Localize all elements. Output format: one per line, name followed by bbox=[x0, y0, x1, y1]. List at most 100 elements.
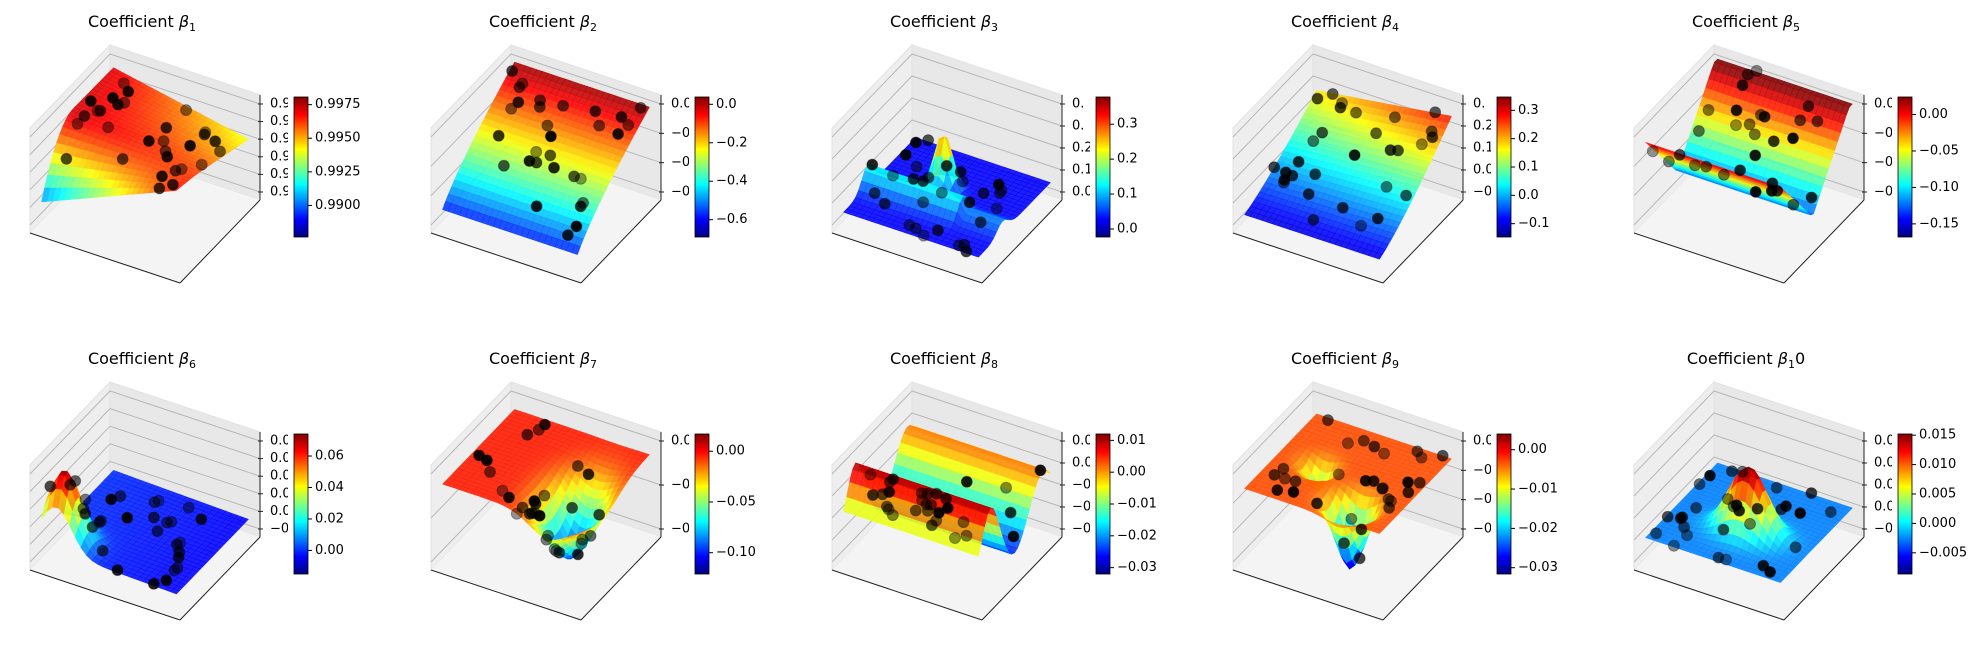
scatter-point bbox=[513, 81, 526, 94]
scatter-point bbox=[1400, 189, 1413, 202]
scatter-point bbox=[122, 85, 135, 98]
colorbar-tick-label: 0.0 bbox=[716, 97, 737, 112]
scatter-point bbox=[1392, 144, 1404, 157]
colorbar-gradient bbox=[694, 433, 710, 575]
colorbar-tick-label: 0.2 bbox=[1117, 152, 1138, 167]
scatter-point bbox=[571, 460, 584, 472]
colorbar-tick-label: 0.2 bbox=[1518, 131, 1539, 146]
colorbar-gradient bbox=[1095, 96, 1111, 238]
scatter-point bbox=[1309, 168, 1322, 181]
scatter-point bbox=[622, 119, 635, 131]
scatter-point bbox=[533, 101, 546, 113]
scatter-point bbox=[153, 182, 166, 195]
scatter-point bbox=[121, 511, 134, 524]
z-gridline bbox=[29, 53, 261, 138]
subplot-6: Coefficient β60.00.00.00.00.0−0.00.000.0… bbox=[29, 349, 344, 621]
z-tick-label: 0.0 bbox=[1874, 97, 1895, 112]
scatter-point bbox=[1302, 188, 1315, 201]
scatter-point bbox=[521, 428, 534, 441]
subplot-4: Coefficient β40.0.20.10.0−0.−0.10.00.10.… bbox=[1232, 12, 1550, 284]
colorbar-tick-label: −0.2 bbox=[716, 135, 748, 150]
colorbar-gradient bbox=[1496, 96, 1512, 238]
z-tick-label: 0. bbox=[1072, 119, 1084, 134]
scatter-point bbox=[1749, 185, 1762, 198]
scatter-point bbox=[530, 200, 543, 213]
z-tick-label: −0. bbox=[671, 126, 694, 141]
x-axis-line bbox=[29, 232, 181, 284]
colorbar-tick-label: 0.9900 bbox=[315, 198, 361, 213]
scatter-point bbox=[1766, 177, 1779, 190]
z-gridline bbox=[831, 97, 1063, 182]
z-tick-label: 0.1 bbox=[1473, 141, 1494, 156]
scatter-point bbox=[1307, 135, 1320, 148]
scatter-point bbox=[548, 543, 561, 556]
scatter-point bbox=[1805, 191, 1818, 204]
scatter-points bbox=[492, 65, 647, 242]
scatter-point bbox=[1811, 115, 1824, 128]
title-text: Coefficient bbox=[1291, 12, 1382, 31]
scatter-point bbox=[1348, 149, 1361, 162]
scatter-point bbox=[480, 454, 493, 467]
scatter-point bbox=[576, 533, 589, 546]
scatter-point bbox=[484, 466, 496, 478]
scatter-point bbox=[1730, 104, 1743, 117]
colorbar-tick-label: 0.0 bbox=[1117, 221, 1138, 236]
scatter-point bbox=[615, 111, 628, 123]
scatter-point bbox=[1307, 213, 1320, 226]
scatter-point bbox=[503, 491, 515, 504]
z-tick-label: 0.0 bbox=[671, 97, 692, 112]
scatter-point bbox=[963, 196, 976, 209]
scatter-point bbox=[1380, 180, 1393, 193]
scatter-point bbox=[195, 513, 208, 526]
scatter-point bbox=[86, 521, 99, 533]
scatter-point bbox=[956, 175, 969, 188]
scatter-point bbox=[544, 149, 557, 162]
scatter-point bbox=[77, 502, 90, 515]
z-tick-label: 0.1 bbox=[1072, 163, 1093, 178]
colorbar-gradient bbox=[1897, 96, 1913, 238]
scatter-point bbox=[917, 196, 930, 209]
title-symbol: β bbox=[579, 12, 590, 31]
scatter-point bbox=[172, 551, 185, 564]
z-tick-label: −0. bbox=[671, 185, 694, 200]
subplot-5: Coefficient β50.0−0.−0.1−0.1−0.15−0.10−0… bbox=[1633, 12, 1959, 284]
scatter-point bbox=[571, 548, 584, 561]
colorbar-tick-label: 0.02 bbox=[315, 511, 344, 526]
scatter-point bbox=[506, 65, 519, 77]
title-symbol: β bbox=[178, 349, 189, 368]
scatter-point bbox=[540, 533, 553, 546]
scatter-point bbox=[574, 172, 587, 185]
scatter-point bbox=[1429, 106, 1442, 119]
scatter-point bbox=[568, 170, 581, 183]
title-subscript: 6 bbox=[189, 358, 196, 371]
colorbar: −0.15−0.10−0.050.00 bbox=[1892, 89, 1959, 245]
scatter-point bbox=[917, 175, 930, 188]
title-subscript: 5 bbox=[1793, 21, 1800, 34]
z-tick-label: 0.0 bbox=[270, 434, 291, 449]
title-symbol: β bbox=[178, 12, 189, 31]
scatter-point bbox=[1388, 111, 1401, 124]
y-axis-line bbox=[580, 199, 662, 284]
scatter-point bbox=[102, 121, 115, 134]
scatter-point bbox=[147, 577, 160, 590]
colorbar: 0.00.10.20.3 bbox=[1090, 89, 1138, 245]
scatter-point bbox=[1355, 219, 1367, 232]
colorbar-tick-label: 0.0 bbox=[1518, 188, 1539, 203]
colorbar: −0.10−0.050.00 bbox=[689, 426, 756, 582]
subplot-title: Coefficient β7 bbox=[489, 349, 597, 371]
scatter-point bbox=[195, 158, 208, 171]
scatter-point bbox=[990, 202, 1003, 215]
colorbar-gradient bbox=[293, 433, 309, 575]
scatter-point bbox=[977, 187, 990, 200]
z-tick-label: 0.2 bbox=[1072, 141, 1093, 156]
scatter-point bbox=[577, 196, 590, 209]
surface-cell bbox=[571, 244, 581, 255]
title-subscript: 3 bbox=[991, 21, 998, 34]
title-subscript: 4 bbox=[1392, 21, 1399, 34]
colorbar-tick-label: 0.06 bbox=[315, 449, 344, 464]
scatter-point bbox=[960, 245, 973, 258]
scatter-point bbox=[530, 156, 543, 169]
subplot-title: Coefficient β3 bbox=[890, 12, 998, 34]
colorbar-tick-label: 0.9925 bbox=[315, 164, 361, 179]
